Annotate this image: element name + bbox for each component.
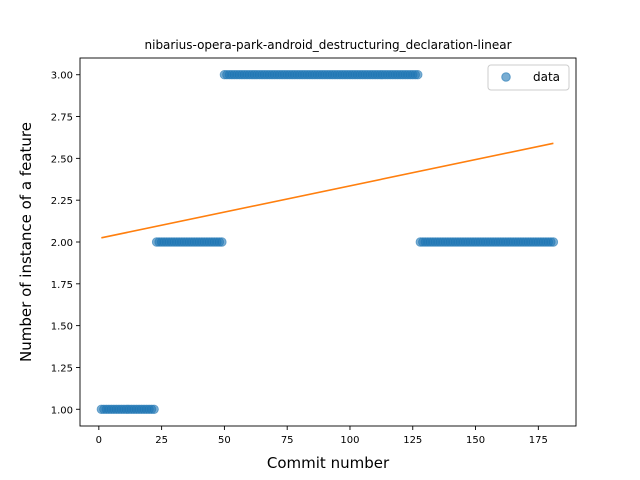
y-axis-label: Number of instance of a feature bbox=[17, 122, 35, 362]
y-tick-label: 1.75 bbox=[51, 280, 73, 291]
x-tick-label: 150 bbox=[466, 435, 485, 446]
y-tick-label: 1.50 bbox=[51, 322, 73, 333]
x-axis-label: Commit number bbox=[267, 454, 390, 472]
chart-title: nibarius-opera-park-android_destructurin… bbox=[145, 38, 512, 52]
x-tick-label: 75 bbox=[281, 435, 294, 446]
y-tick-label: 2.00 bbox=[51, 238, 73, 249]
x-tick-label: 0 bbox=[96, 435, 102, 446]
y-tick-label: 2.50 bbox=[51, 154, 73, 165]
x-tick-label: 125 bbox=[403, 435, 422, 446]
y-tick-label: 2.75 bbox=[51, 113, 73, 124]
x-tick-label: 100 bbox=[340, 435, 359, 446]
data-point bbox=[413, 70, 423, 80]
data-point bbox=[149, 404, 159, 414]
x-tick-label: 50 bbox=[218, 435, 231, 446]
legend-box bbox=[487, 64, 570, 91]
fit-line bbox=[101, 142, 554, 239]
legend: data bbox=[487, 64, 570, 91]
data-point bbox=[548, 237, 559, 247]
y-tick-label: 2.25 bbox=[51, 196, 73, 207]
legend-label: data bbox=[533, 70, 560, 84]
legend-marker bbox=[501, 72, 511, 82]
plot-area: 0 25 50 75 100 125 150 175 1.00 1.25 1.50 1.75 2.00 2… bbox=[51, 57, 577, 446]
y-tick-label: 1.25 bbox=[51, 363, 73, 374]
data-point bbox=[217, 237, 227, 247]
y-tick-label: 1.00 bbox=[51, 405, 73, 416]
x-tick-label: 175 bbox=[529, 435, 548, 446]
x-tick-label: 25 bbox=[155, 435, 168, 446]
y-tick-label: 3.00 bbox=[51, 71, 73, 82]
